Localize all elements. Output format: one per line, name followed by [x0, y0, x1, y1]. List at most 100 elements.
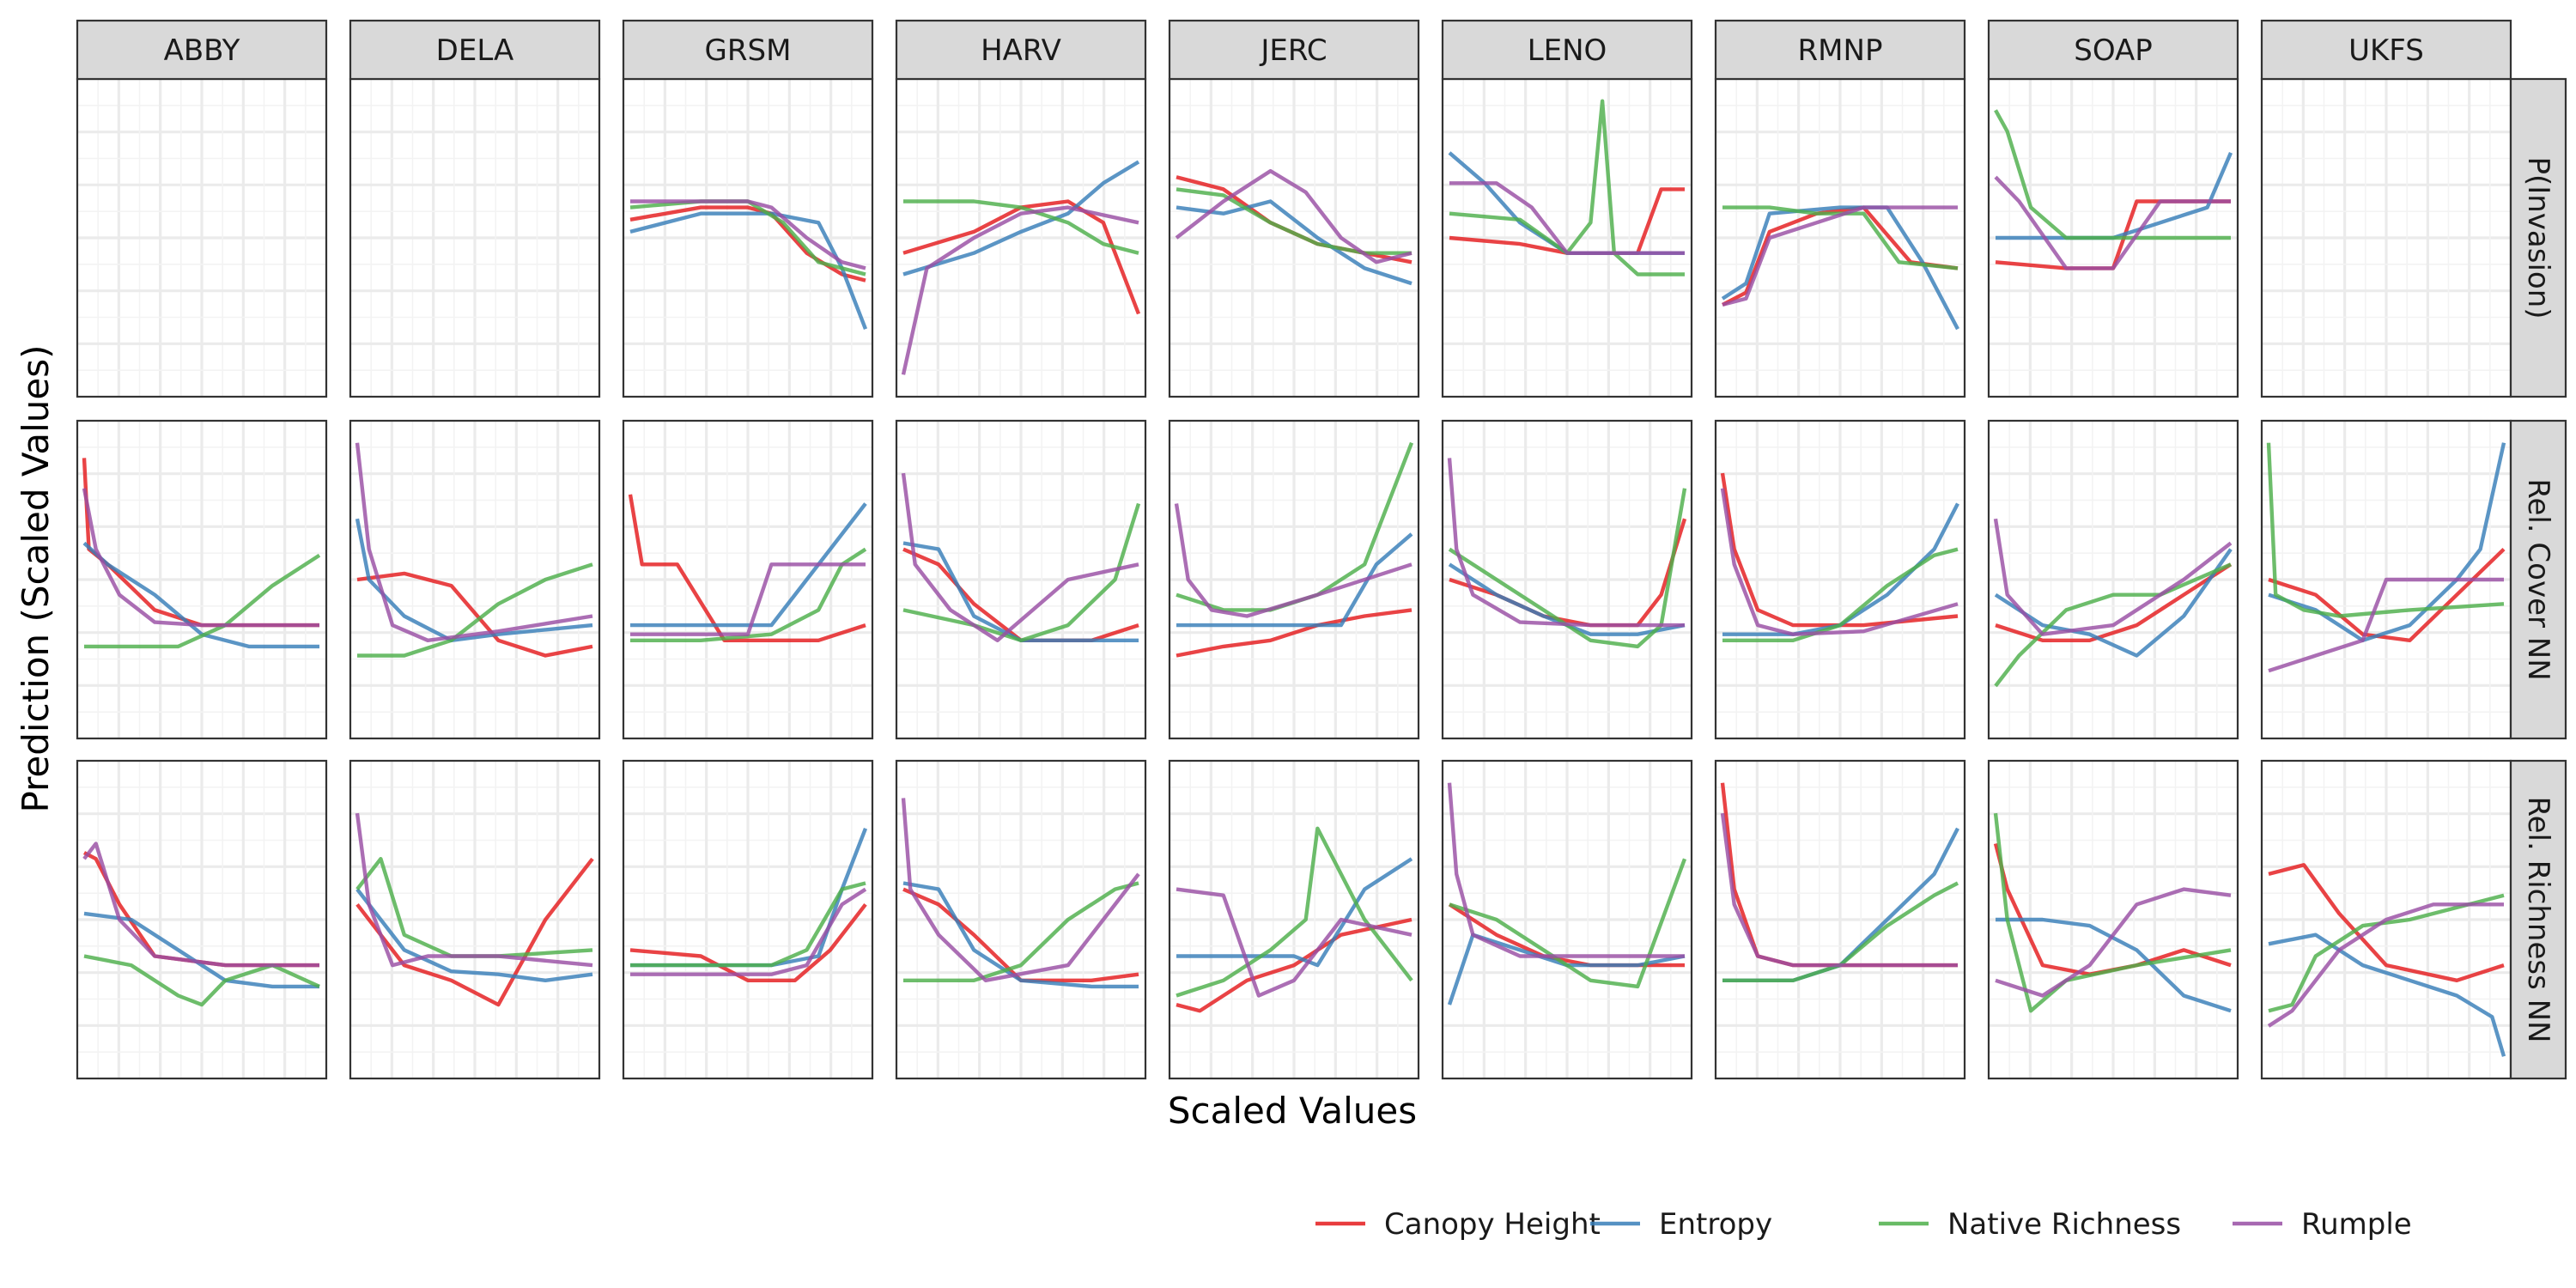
- series-line-canopy-height: [902, 199, 1141, 315]
- series-line-canopy-height: [1720, 472, 1959, 628]
- series-line-entropy: [1996, 152, 2233, 240]
- series-line-canopy-height: [2268, 863, 2505, 982]
- series-line-entropy: [355, 518, 593, 642]
- panel-border: [1168, 419, 1420, 740]
- x-axis-title: Scaled Values: [1168, 1090, 1417, 1132]
- series-line-entropy: [355, 888, 593, 982]
- column-strip-label: LENO: [1528, 33, 1607, 68]
- panel-rel-richness-nn-grsm: [622, 759, 874, 1080]
- column-strip-bg: [622, 19, 874, 81]
- panel-grid: [896, 79, 1145, 397]
- column-strip-ukfs: UKFS: [2260, 19, 2512, 81]
- series-line-rumple: [355, 442, 593, 642]
- panel-border: [1987, 759, 2239, 1080]
- legend-label: Native Richness: [1947, 1207, 2181, 1242]
- panel-border: [1714, 759, 1966, 1080]
- series-line-rumple: [630, 887, 867, 976]
- series-line-canopy-height: [1176, 608, 1413, 658]
- column-strip-dela: DELA: [349, 19, 601, 81]
- series-line-native-richness: [1994, 109, 2231, 240]
- panel-rel-richness-nn-dela: [349, 759, 601, 1080]
- column-strip-label: ABBY: [164, 33, 240, 68]
- panel-grid: [1443, 421, 1692, 738]
- column-strip-bg: [349, 19, 601, 81]
- panel-border: [349, 759, 601, 1080]
- series-line-canopy-height: [629, 902, 867, 982]
- series-line-native-richness: [903, 881, 1139, 982]
- series-line-rumple: [1174, 503, 1413, 618]
- column-strip-rmnp: RMNP: [1714, 19, 1966, 81]
- series-line-native-richness: [1449, 99, 1685, 276]
- panel-border: [1714, 419, 1966, 740]
- panel-rel-richness-nn-soap: [1987, 759, 2239, 1080]
- series-line-canopy-height: [902, 547, 1139, 642]
- panel-border: [895, 419, 1147, 740]
- series-line-rumple: [1720, 488, 1959, 636]
- panel-rel-cover-nn-leno: [1441, 419, 1693, 740]
- panel-grid: [2262, 761, 2511, 1078]
- panel-rel-richness-nn-abby: [76, 759, 328, 1080]
- panel-p-invasion-leno: [1441, 77, 1693, 398]
- series-line-native-richness: [84, 553, 321, 649]
- panel-grid: [1170, 421, 1419, 738]
- legend-item-rumple: Rumple: [2233, 1207, 2412, 1242]
- column-strip-bg: [1168, 19, 1420, 81]
- column-strip-bg: [1441, 19, 1693, 81]
- series-line-entropy: [1176, 857, 1413, 968]
- row-strip-bg: [2509, 759, 2567, 1080]
- panel-rel-cover-nn-jerc: [1168, 419, 1420, 740]
- panel-grid: [2262, 79, 2511, 397]
- series-line-rumple: [1995, 887, 2232, 998]
- column-strip-label: DELA: [436, 33, 514, 68]
- panel-rel-cover-nn-abby: [76, 419, 328, 740]
- series-line-rumple: [901, 205, 1139, 375]
- panel-rel-cover-nn-rmnp: [1714, 419, 1966, 740]
- column-strip-jerc: JERC: [1168, 19, 1420, 81]
- series-line-entropy: [629, 211, 868, 330]
- panel-rel-richness-nn-leno: [1441, 759, 1693, 1080]
- panel-grid: [1716, 761, 1965, 1078]
- panel-grid: [1443, 761, 1692, 1078]
- series-line-entropy: [1176, 532, 1413, 628]
- series-line-rumple: [355, 812, 593, 968]
- series-line-canopy-height: [902, 887, 1139, 982]
- series-line-native-richness: [2268, 893, 2505, 1013]
- series-line-native-richness: [1993, 812, 2232, 1013]
- row-strip-label: P(Invasion): [2521, 156, 2555, 319]
- y-axis-title: Prediction (Scaled Values): [15, 345, 57, 813]
- legend-item-canopy-height: Canopy Height: [1315, 1207, 1601, 1242]
- row-strip-label: Rel. Richness NN: [2521, 797, 2555, 1043]
- series-line-entropy: [2268, 933, 2506, 1057]
- facet-strips: ABBY DELA GRSM HARV JERC LENO RMNP SOAP UKFS P(In…: [76, 19, 2567, 1080]
- series-line-native-richness: [355, 857, 593, 958]
- column-strip-label: RMNP: [1798, 33, 1883, 68]
- series-line-entropy: [1722, 502, 1959, 636]
- panel-border: [349, 419, 601, 740]
- row-strip-rel-richness-nn: Rel. Richness NN: [2509, 759, 2567, 1080]
- panel-rel-richness-nn-rmnp: [1714, 759, 1966, 1080]
- series-line-rumple: [901, 472, 1139, 642]
- series-line-canopy-height: [355, 857, 594, 1007]
- series-line-native-richness: [903, 199, 1139, 255]
- column-strip-grsm: GRSM: [622, 19, 874, 81]
- panel-border: [1987, 419, 2239, 740]
- panel-grid: [896, 421, 1145, 738]
- series-line-rumple: [1447, 458, 1685, 628]
- series-line-native-richness: [2266, 442, 2505, 618]
- column-strip-bg: [1714, 19, 1966, 81]
- series-line-native-richness: [1722, 547, 1959, 642]
- series-line-native-richness: [630, 547, 867, 642]
- column-strip-label: UKFS: [2348, 33, 2424, 68]
- legend-label: Entropy: [1659, 1207, 1772, 1242]
- legend-label: Canopy Height: [1384, 1207, 1601, 1242]
- panel-border: [76, 759, 328, 1080]
- column-strip-label: SOAP: [2074, 33, 2153, 68]
- panel-grid: [2262, 421, 2511, 738]
- series-line-rumple: [1994, 175, 2231, 270]
- series-line-rumple: [1993, 518, 2233, 636]
- series-line-native-richness: [1176, 826, 1413, 998]
- column-strip-soap: SOAP: [1987, 19, 2239, 81]
- panel-rel-cover-nn-dela: [349, 419, 601, 740]
- panel-p-invasion-rmnp: [1714, 77, 1966, 398]
